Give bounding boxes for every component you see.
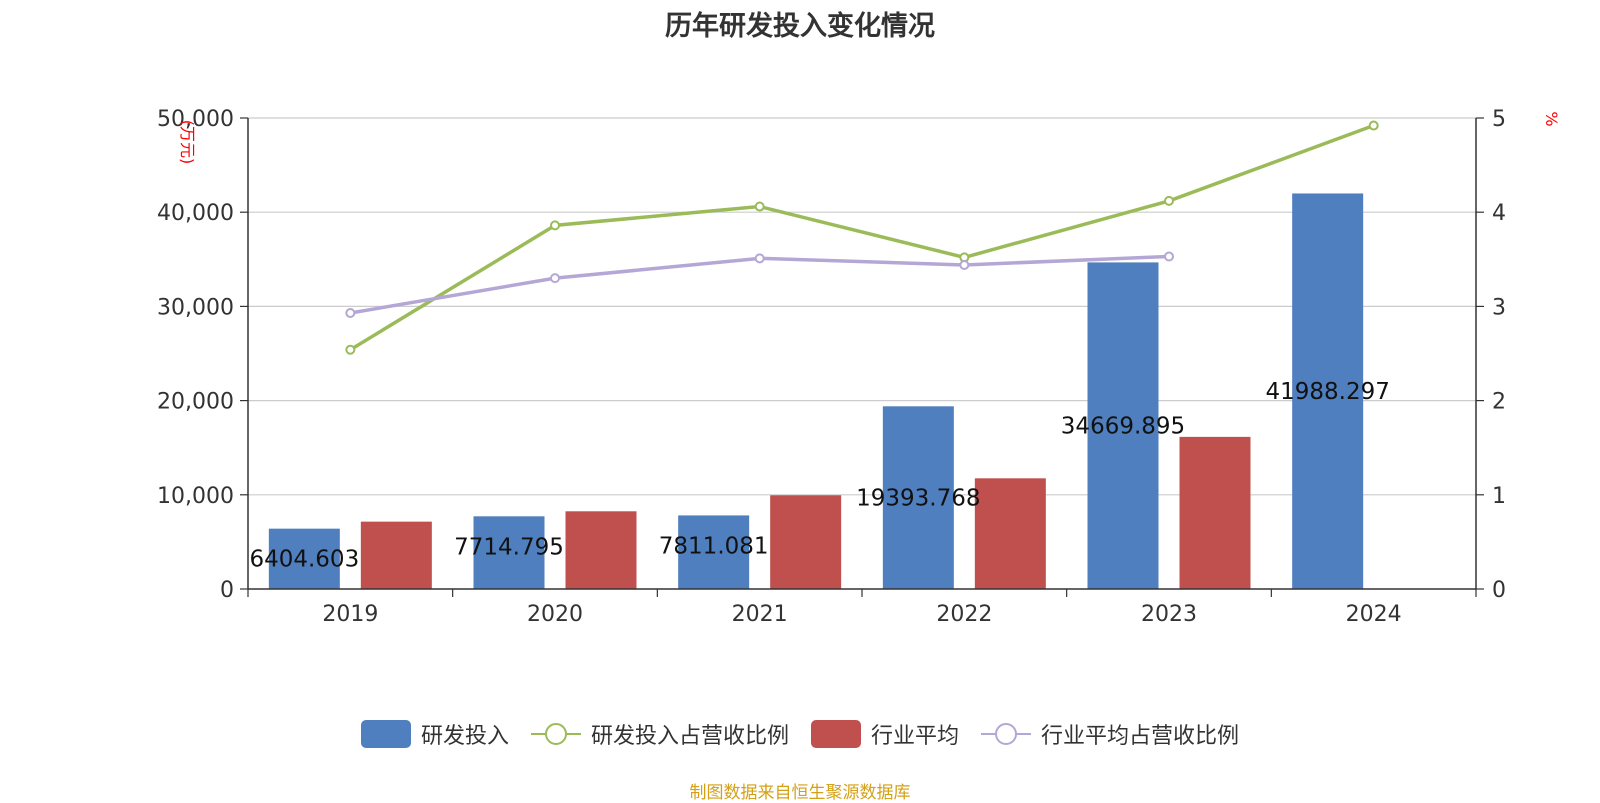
- legend-label: 行业平均: [871, 724, 960, 749]
- y-right-tick-label: 2: [1492, 390, 1506, 415]
- bar-rd-investment: [473, 516, 545, 589]
- bar-industry-average: [360, 521, 432, 589]
- y-left-tick-label: 50,000: [157, 107, 234, 132]
- x-tick-label: 2019: [322, 602, 378, 627]
- point-industry-ratio: [1164, 251, 1174, 262]
- bar-industry-average: [770, 495, 842, 589]
- data-labels: 6404.603 7714.795 7811.081 19393.768 34669.8…: [249, 379, 1389, 572]
- bar-rd-investment: [678, 515, 750, 589]
- y-left-tick-label: 20,000: [157, 390, 234, 415]
- bar-data-label: 7714.795: [454, 534, 564, 560]
- y-right-tick-label: 0: [1492, 578, 1506, 603]
- bar-industry-average: [974, 478, 1046, 589]
- y-left-unit-label: (万元): [178, 120, 197, 165]
- legend-label: 行业平均占营收比例: [1041, 724, 1240, 749]
- legend: 研发投入 研发投入占营收比例 行业平均 行业平均占营收比例: [0, 718, 1600, 750]
- legend-industry-ratio[interactable]: 行业平均占营收比例: [981, 718, 1239, 750]
- source-note: 制图数据来自恒生聚源数据库: [689, 783, 911, 803]
- bar-data-label: 7811.081: [659, 533, 769, 559]
- point-rd-ratio: [754, 201, 765, 212]
- y-right-tick-label: 5: [1492, 107, 1506, 132]
- axes: 0 0 10,000 1 20,000 2 30,000 3 40,000 4 50,000 5 (万元…: [157, 107, 1561, 627]
- x-tick-label: 2023: [1141, 602, 1197, 627]
- x-tick-label: 2021: [732, 602, 788, 627]
- legend-line-swatch: [981, 723, 1032, 745]
- y-left-tick-label: 10,000: [157, 484, 234, 509]
- legend-industry-average[interactable]: 行业平均: [811, 718, 959, 750]
- legend-line-swatch: [530, 723, 581, 745]
- legend-label: 研发投入占营收比例: [590, 724, 789, 749]
- point-rd-ratio: [1368, 120, 1379, 131]
- lines: [345, 120, 1379, 355]
- point-rd-ratio: [345, 344, 356, 355]
- point-industry-ratio: [345, 307, 356, 318]
- x-tick-label: 2024: [1346, 602, 1402, 627]
- y-left-tick-label: 40,000: [157, 201, 234, 226]
- bar-industry-average: [1179, 436, 1251, 589]
- y-right-tick-label: 3: [1492, 295, 1506, 320]
- bar-rd-investment: [882, 406, 954, 589]
- x-tick-label: 2022: [936, 602, 992, 627]
- bar-data-label: 34669.895: [1061, 414, 1185, 440]
- bar-rd-investment: [268, 528, 340, 589]
- y-left-tick-label: 30,000: [157, 295, 234, 320]
- point-rd-ratio: [1164, 195, 1174, 206]
- y-right-tick-label: 1: [1492, 484, 1506, 509]
- bar-rd-investment: [1292, 193, 1364, 589]
- bar-rd-investment: [1087, 262, 1159, 589]
- legend-bar-swatch: [811, 720, 861, 748]
- x-tick-label: 2020: [527, 602, 583, 627]
- y-right-unit-label: %: [1542, 111, 1561, 126]
- legend-label: 研发投入: [420, 724, 509, 749]
- bar-data-label: 41988.297: [1265, 379, 1389, 405]
- chart-title: 历年研发投入变化情况: [665, 11, 935, 42]
- bar-industry-average: [565, 511, 637, 589]
- bar-data-label: 19393.768: [856, 486, 980, 512]
- point-rd-ratio: [550, 220, 560, 231]
- line-industry-ratio: [350, 254, 1170, 315]
- point-industry-ratio: [959, 259, 970, 270]
- bars: [268, 193, 1364, 589]
- legend-rd-ratio[interactable]: 研发投入占营收比例: [530, 718, 789, 750]
- y-right-tick-label: 4: [1492, 201, 1506, 226]
- grid-lines: [248, 117, 1476, 496]
- legend-rd-investment[interactable]: 研发投入: [360, 718, 509, 750]
- line-rd-ratio: [349, 123, 1375, 352]
- y-left-tick-label: 0: [220, 578, 234, 603]
- legend-bar-swatch: [360, 720, 411, 748]
- bar-data-label: 6404.603: [249, 547, 359, 573]
- point-industry-ratio: [550, 273, 560, 284]
- point-industry-ratio: [754, 253, 765, 264]
